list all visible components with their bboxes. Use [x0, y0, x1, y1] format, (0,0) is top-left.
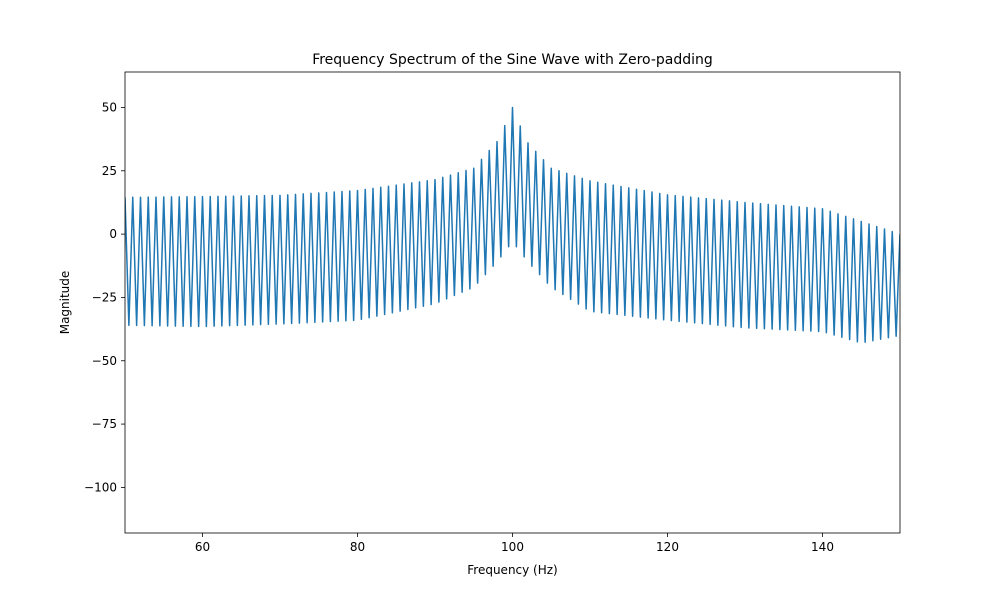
x-tick-label: 60: [195, 540, 210, 554]
y-tick-label: −100: [84, 480, 117, 494]
y-tick-label: −25: [92, 290, 117, 304]
y-tick-label: 50: [102, 100, 117, 114]
series-line: [125, 106, 900, 344]
x-tick-label: 140: [811, 540, 834, 554]
x-axis: 60 80 100 120 140: [195, 533, 834, 554]
x-tick-label: 100: [501, 540, 524, 554]
y-axis-label: Magnitude: [58, 271, 72, 335]
x-tick-label: 120: [656, 540, 679, 554]
chart-title: Frequency Spectrum of the Sine Wave with…: [312, 52, 713, 68]
y-tick-label: 0: [109, 227, 117, 241]
y-tick-label: −75: [92, 417, 117, 431]
x-tick-label: 80: [350, 540, 365, 554]
y-axis: 50 25 0 −25 −50 −75 −100: [84, 100, 125, 494]
y-tick-label: −50: [92, 354, 117, 368]
y-tick-label: 25: [102, 164, 117, 178]
x-axis-label: Frequency (Hz): [467, 563, 558, 577]
